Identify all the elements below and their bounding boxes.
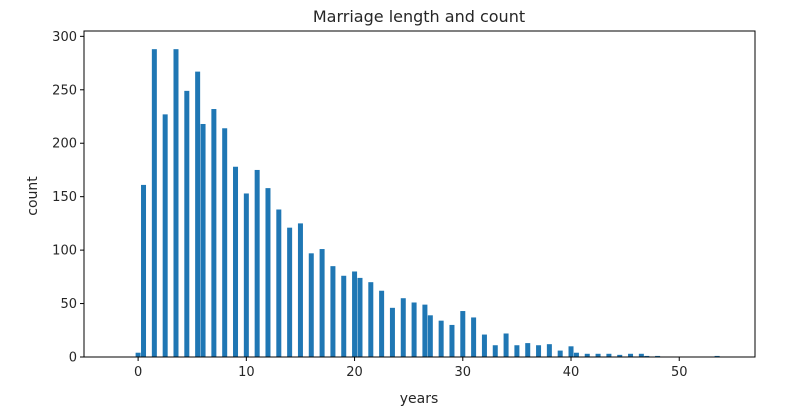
y-tick-label: 50 — [60, 297, 77, 312]
bar — [644, 355, 650, 357]
y-ticks: 0 50 100 150 200 250 300 — [52, 30, 84, 366]
bar — [151, 49, 157, 358]
bar — [628, 353, 634, 357]
bar — [200, 123, 206, 358]
bar — [389, 307, 395, 357]
bar — [481, 334, 487, 357]
bar — [449, 324, 455, 357]
bar — [714, 355, 720, 357]
y-tick-label: 300 — [52, 30, 77, 45]
x-tick-label: 10 — [238, 365, 255, 380]
x-tick-label: 50 — [671, 365, 688, 380]
bar — [243, 193, 249, 357]
bar — [617, 354, 623, 357]
bar — [411, 302, 417, 357]
bar — [655, 355, 661, 357]
x-axis-label: years — [400, 391, 439, 407]
bar — [265, 188, 271, 357]
y-tick-label: 150 — [52, 190, 77, 205]
bar — [427, 315, 433, 357]
bar — [514, 345, 520, 357]
x-tick-label: 20 — [346, 365, 363, 380]
bar — [568, 346, 574, 357]
y-tick-label: 200 — [52, 137, 77, 152]
bar — [492, 345, 498, 357]
bar — [557, 350, 563, 357]
bars-group — [135, 49, 720, 358]
bar — [195, 71, 201, 358]
bar — [211, 109, 217, 357]
x-tick-label: 30 — [455, 365, 472, 380]
bar — [276, 209, 282, 357]
bar — [638, 353, 644, 357]
y-tick-label: 0 — [69, 351, 77, 366]
bar — [330, 266, 336, 357]
bar — [573, 352, 579, 357]
bar — [525, 343, 531, 357]
bar — [379, 290, 385, 357]
bar — [297, 223, 303, 357]
bar — [222, 128, 228, 357]
bar — [471, 317, 477, 357]
bar — [319, 249, 325, 357]
bar — [584, 353, 590, 357]
bar — [368, 282, 374, 357]
bar — [606, 353, 612, 357]
bar — [438, 320, 444, 357]
bar — [173, 49, 179, 358]
bar — [141, 184, 147, 357]
bar — [233, 166, 239, 357]
x-tick-label: 0 — [134, 365, 142, 380]
plot-frame — [83, 30, 756, 358]
y-tick-label: 100 — [52, 244, 77, 259]
bar — [341, 275, 347, 357]
x-tick-label: 40 — [563, 365, 580, 380]
bar — [254, 169, 260, 357]
y-axis-label: count — [25, 176, 41, 216]
bar — [536, 345, 542, 357]
bar — [184, 90, 190, 358]
x-ticks: 0 10 20 30 40 50 — [134, 357, 688, 380]
y-tick-label: 250 — [52, 83, 77, 98]
bar — [400, 298, 406, 357]
bar — [287, 227, 293, 357]
bar — [352, 271, 358, 357]
bar — [357, 277, 363, 357]
bar — [162, 114, 168, 358]
bar — [422, 304, 428, 357]
bar — [308, 253, 314, 357]
bar — [460, 311, 466, 357]
bar — [135, 352, 141, 357]
bar — [503, 333, 509, 357]
bar — [546, 344, 552, 357]
bar — [595, 353, 601, 357]
chart-title: Marriage length and count — [313, 7, 525, 26]
